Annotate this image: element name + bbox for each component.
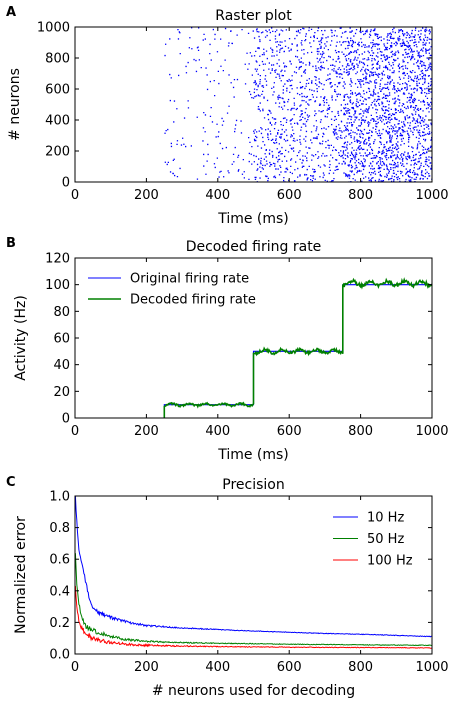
panel-letter: B — [6, 236, 16, 251]
y-tick-label: 80 — [53, 305, 70, 320]
series-line-2 — [75, 553, 432, 647]
y-tick-label: 400 — [45, 114, 70, 129]
y-tick-label: 0 — [62, 412, 70, 427]
series-line-2 — [163, 277, 432, 418]
spike-cluster-250-500 — [164, 27, 255, 182]
y-tick-label: 600 — [45, 83, 70, 98]
panel-letter: A — [6, 5, 16, 20]
y-tick-label: 0.4 — [49, 584, 70, 599]
x-axis-label: Time (ms) — [217, 447, 289, 463]
spike-cluster-500-750 — [253, 27, 344, 182]
axes-frame — [74, 26, 433, 183]
plot-area — [75, 496, 432, 649]
x-tick-label: 600 — [277, 424, 302, 439]
y-tick-label: 100 — [45, 278, 70, 293]
x-tick-label: 0 — [71, 188, 79, 203]
x-tick-label: 600 — [277, 660, 302, 675]
legend-label: 10 Hz — [367, 511, 404, 526]
legend-label: Decoded firing rate — [130, 293, 256, 308]
x-tick-label: 1000 — [415, 660, 448, 675]
y-axis-label: Normalized error — [13, 516, 29, 634]
axes-frame — [74, 495, 433, 655]
x-tick-label: 200 — [134, 424, 159, 439]
x-tick-label: 800 — [348, 660, 373, 675]
legend-label: 100 Hz — [367, 554, 413, 569]
y-tick-label: 0.8 — [49, 521, 70, 536]
x-axis-label: # neurons used for decoding — [152, 683, 355, 699]
plot-area — [164, 27, 432, 182]
x-tick-label: 800 — [348, 188, 373, 203]
spike-cluster-750-1000 — [342, 27, 432, 182]
x-tick-label: 200 — [134, 660, 159, 675]
x-tick-label: 600 — [277, 188, 302, 203]
x-tick-label: 400 — [205, 188, 230, 203]
y-tick-label: 0.6 — [49, 553, 70, 568]
x-tick-label: 0 — [71, 424, 79, 439]
chart-title: Decoded firing rate — [186, 239, 322, 255]
legend-label: 50 Hz — [367, 532, 404, 547]
y-tick-label: 1000 — [37, 21, 70, 36]
x-axis-label: Time (ms) — [217, 211, 289, 227]
y-tick-label: 60 — [53, 332, 70, 347]
x-tick-label: 200 — [134, 188, 159, 203]
series-line-1 — [75, 496, 432, 638]
x-tick-label: 1000 — [415, 424, 448, 439]
x-tick-label: 400 — [205, 424, 230, 439]
x-tick-label: 800 — [348, 424, 373, 439]
y-tick-label: 0.0 — [49, 648, 70, 663]
x-tick-label: 0 — [71, 660, 79, 675]
y-tick-label: 1.0 — [49, 490, 70, 505]
panel-letter: C — [6, 475, 16, 490]
y-tick-label: 200 — [45, 145, 70, 160]
chart-title: Precision — [222, 477, 284, 493]
y-tick-label: 800 — [45, 52, 70, 67]
plot-area — [75, 277, 432, 418]
series-line-3 — [75, 585, 432, 649]
y-axis-label: # neurons — [7, 68, 23, 141]
y-axis-label: Activity (Hz) — [13, 295, 29, 381]
legend-label: Original firing rate — [130, 272, 249, 287]
y-tick-label: 0 — [62, 176, 70, 191]
y-tick-label: 120 — [45, 252, 70, 267]
x-tick-label: 1000 — [415, 188, 448, 203]
y-tick-label: 40 — [53, 358, 70, 373]
x-tick-label: 400 — [205, 660, 230, 675]
y-tick-label: 0.2 — [49, 616, 70, 631]
chart-title: Raster plot — [215, 8, 292, 24]
y-tick-label: 20 — [53, 385, 70, 400]
